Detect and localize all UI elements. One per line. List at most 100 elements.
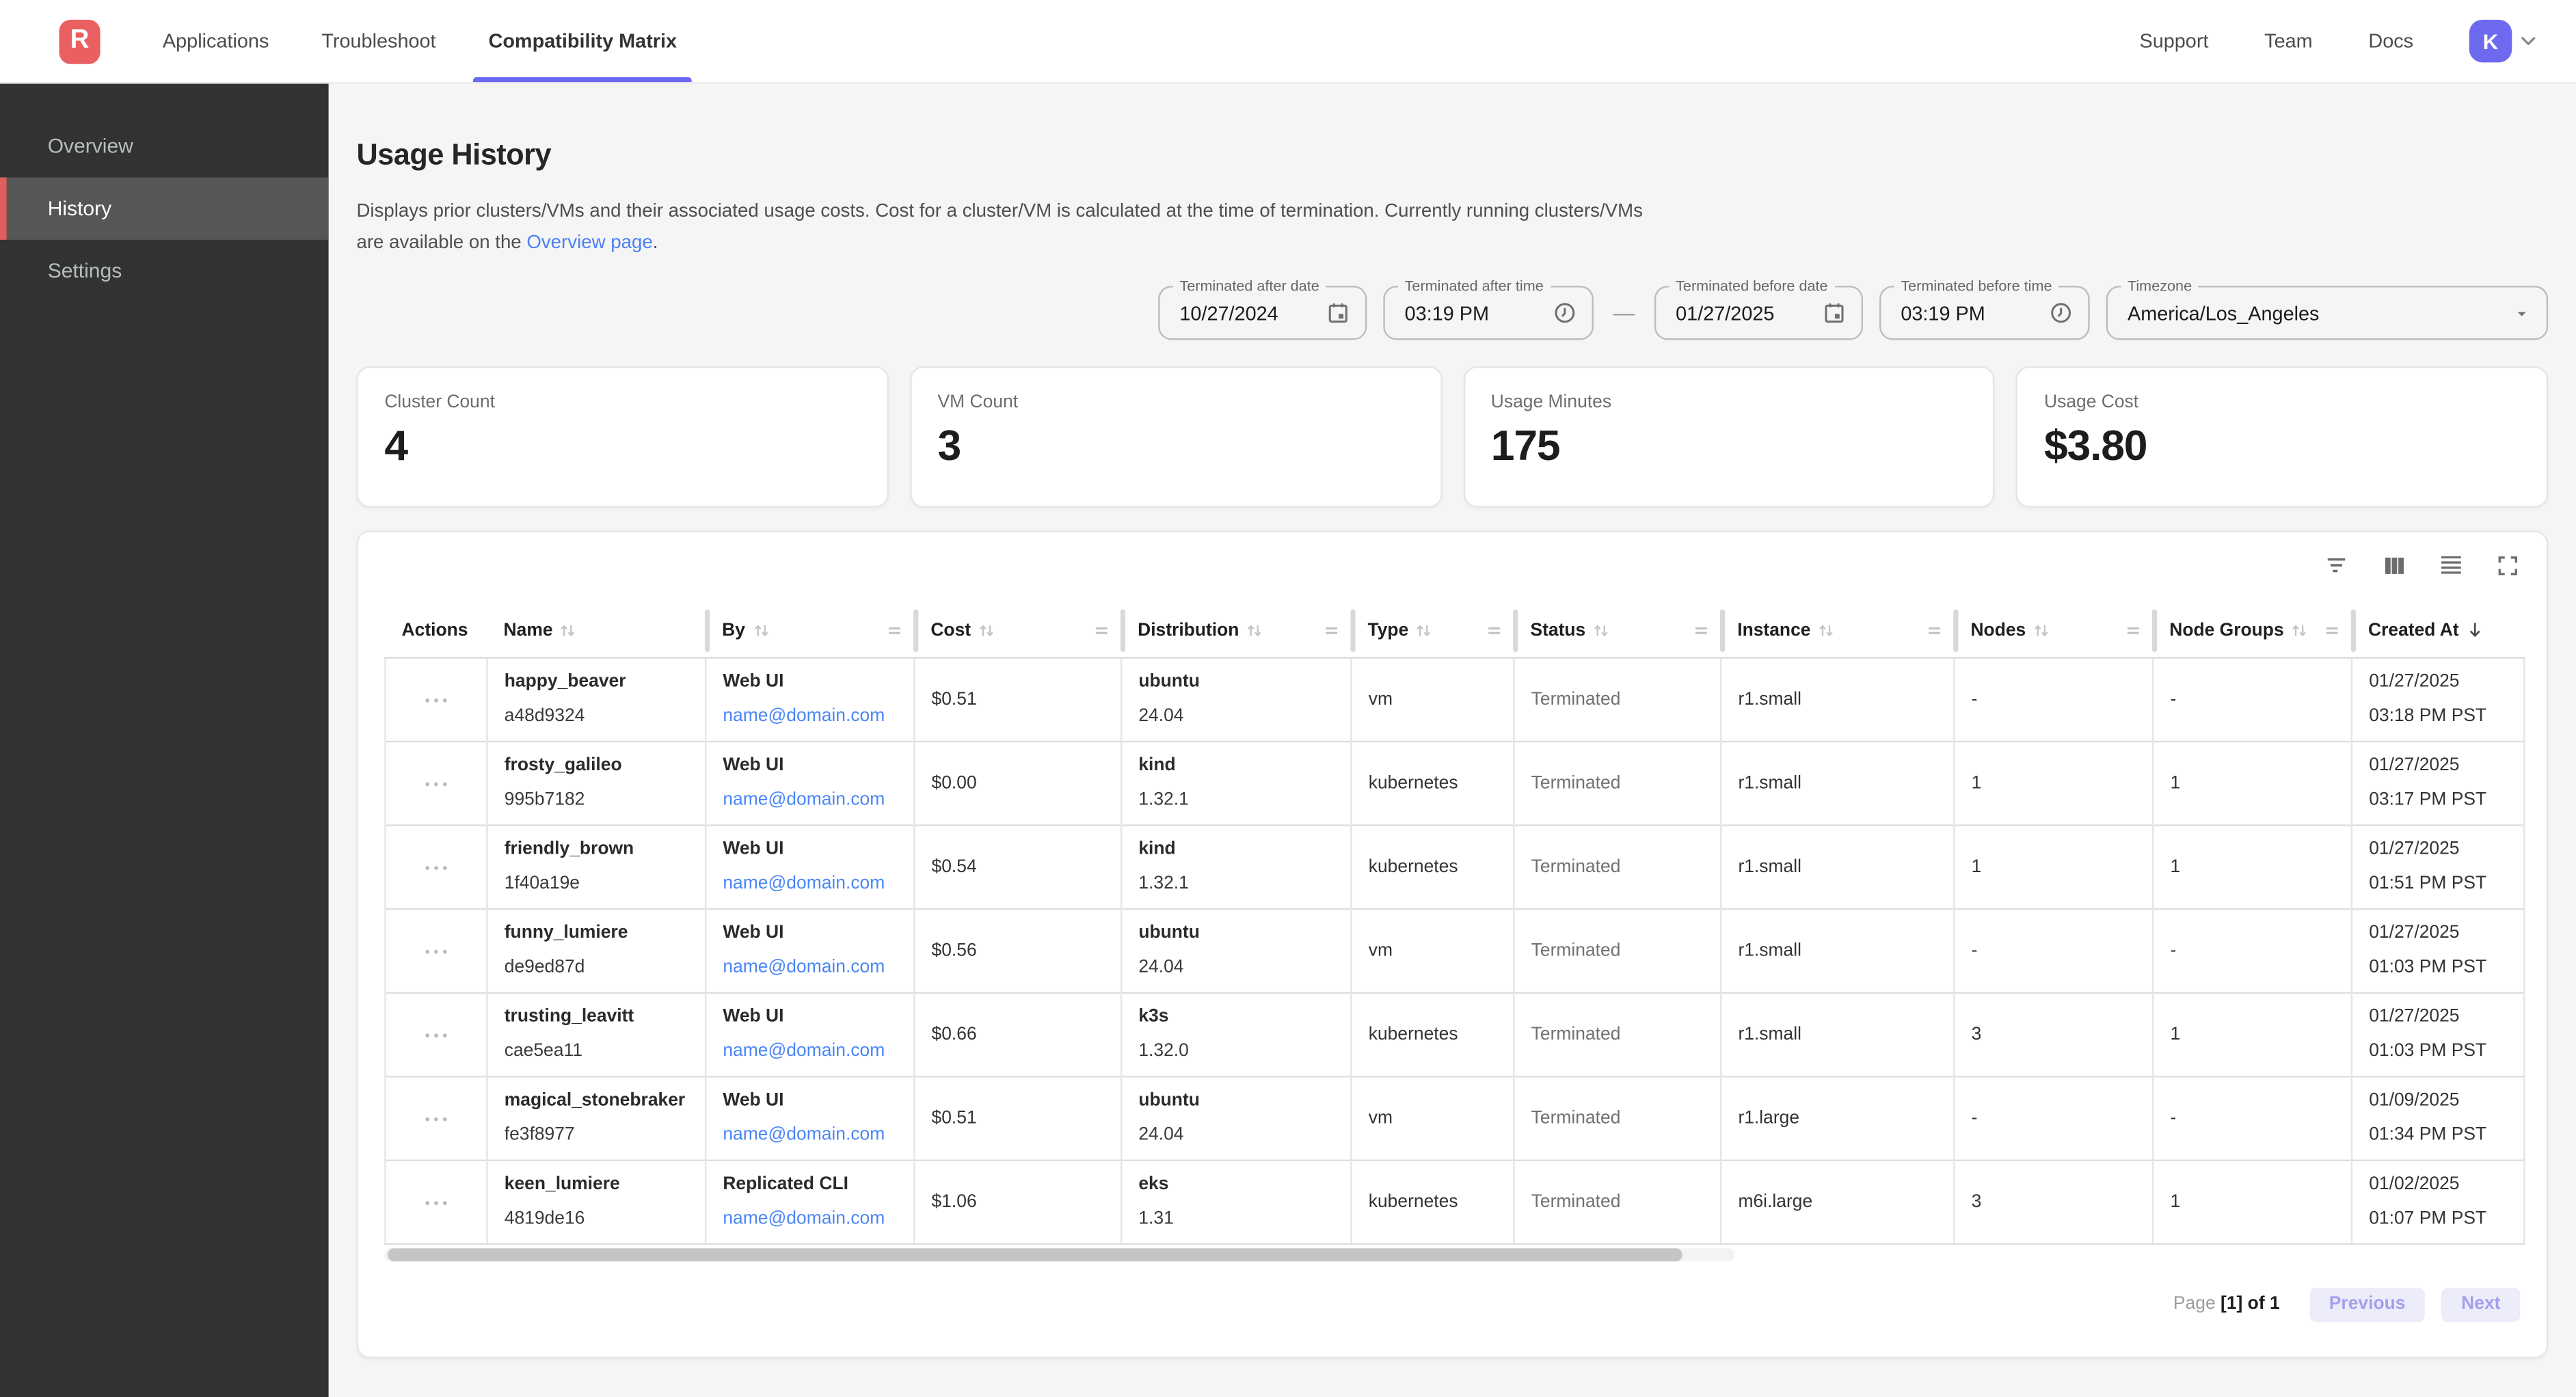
density-icon [2438,552,2464,586]
previous-page-button[interactable]: Previous [2309,1286,2426,1322]
cell-instance: m6i.large [1721,1158,1955,1245]
cell-by: Web UI name@domain.com [706,740,915,825]
cell-instance: r1.small [1721,824,1955,908]
created-by-email-link[interactable]: name@domain.com [723,705,885,725]
cluster-name: magical_stonebraker [504,1089,686,1110]
row-actions-button[interactable] [420,774,452,792]
row-actions-button[interactable] [420,858,452,876]
cell-nodes: - [1954,656,2154,741]
user-menu[interactable]: K [2469,19,2540,63]
created-by-email-link[interactable]: name@domain.com [723,956,885,977]
cell-created-at: 01/09/2025 01:34 PM PST [2351,1074,2525,1160]
cell-type: kubernetes [1351,991,1515,1076]
sidebar-item-history[interactable]: History [0,177,329,240]
column-resize-handle[interactable] [1924,622,1942,638]
cell-node-groups: 1 [2153,1158,2353,1245]
cell-instance: r1.small [1721,656,1955,741]
fullscreen-button[interactable] [2495,553,2520,586]
column-header-created-at[interactable]: Created At [2351,604,2525,658]
nav-tab-compatibility-matrix[interactable]: Compatibility Matrix [473,0,692,83]
column-resize-handle[interactable] [2123,622,2141,638]
row-actions-button[interactable] [420,942,452,960]
column-header-name[interactable]: Name [487,604,709,658]
column-resize-handle[interactable] [1092,622,1110,638]
column-header-type[interactable]: Type [1351,604,1518,658]
overview-page-link[interactable]: Overview page [526,233,653,254]
created-by-email-link[interactable]: name@domain.com [723,1208,885,1228]
row-actions-button[interactable] [420,1109,452,1127]
filter-button[interactable] [2323,551,2351,587]
column-header-cost[interactable]: Cost [914,604,1125,658]
horizontal-scrollbar-track [384,1247,1735,1261]
sidebar-item-settings[interactable]: Settings [47,259,122,283]
sort-icon [558,621,579,640]
pagination: Page [1] of 1 Previous Next [384,1286,2521,1322]
created-by-source: Web UI [723,1005,784,1026]
cell-type: vm [1351,907,1515,992]
created-date: 01/27/2025 [2369,922,2460,942]
column-resize-handle[interactable] [1691,622,1709,638]
table-row: keen_lumiere 4819de16 Replicated CLI name@d… [384,1158,2525,1245]
filter-field-label: Terminated after date [1172,275,1326,296]
top-navigation-bar: R Applications Troubleshoot Compatibility … [0,0,2576,84]
created-by-email-link[interactable]: name@domain.com [723,1040,885,1061]
filter-field-terminated-before-date[interactable]: Terminated before date 01/27/2025 [1654,275,1864,340]
column-header-distribution[interactable]: Distribution [1121,604,1355,658]
nav-tab-troubleshoot[interactable]: Troubleshoot [307,0,451,82]
column-resize-handle[interactable] [1321,622,1339,638]
cell-actions [384,824,488,908]
created-time: 03:17 PM PST [2369,789,2487,809]
nav-tab-label: Applications [162,29,269,53]
cell-status: Terminated [1514,907,1722,992]
filter-field-label: Timezone [2121,275,2199,296]
nav-link-support[interactable]: Support [2139,29,2209,53]
cell-by: Web UI name@domain.com [706,824,915,908]
column-header-node-groups[interactable]: Node Groups [2153,604,2355,658]
filter-field-terminated-after-date[interactable]: Terminated after date 10/27/2024 [1158,275,1367,340]
cell-distribution: ubuntu 24.04 [1121,1074,1352,1160]
nav-link-docs[interactable]: Docs [2368,29,2414,53]
cell-created-at: 01/27/2025 01:03 PM PST [2351,907,2525,992]
horizontal-scrollbar-thumb[interactable] [388,1247,1682,1261]
density-button[interactable] [2438,552,2464,586]
nav-link-team[interactable]: Team [2264,29,2313,53]
cell-distribution: eks 1.31 [1121,1158,1352,1245]
created-by-source: Web UI [723,670,784,691]
row-actions-button[interactable] [420,690,452,708]
cell-cost: $0.51 [914,1074,1123,1160]
columns-button[interactable] [2382,553,2406,586]
distribution-version: 1.31 [1138,1208,1174,1228]
created-time: 01:03 PM PST [2369,1040,2487,1061]
filter-field-terminated-after-time[interactable]: Terminated after time 03:19 PM [1383,275,1594,340]
next-page-button[interactable]: Next [2441,1286,2521,1322]
avatar[interactable]: K [2469,19,2512,63]
created-date: 01/02/2025 [2369,1173,2460,1193]
nav-tab-applications[interactable]: Applications [148,0,284,82]
cell-name: happy_beaver a48d9324 [487,656,707,741]
column-header-by[interactable]: By [706,604,918,658]
created-by-email-link[interactable]: name@domain.com [723,873,885,893]
filter-field-value: 03:19 PM [1901,301,1985,325]
cell-type: kubernetes [1351,740,1515,825]
column-resize-handle[interactable] [1484,622,1502,638]
column-resize-handle[interactable] [2322,622,2340,638]
column-header-instance[interactable]: Instance [1721,604,1958,658]
row-actions-button[interactable] [420,1026,452,1044]
cell-cost: $0.54 [914,824,1123,908]
filter-field-value: 10/27/2024 [1179,301,1278,325]
column-resize-handle[interactable] [885,622,902,638]
distribution-version: 24.04 [1138,956,1184,977]
timezone-select[interactable]: Timezone America/Los_Angeles [2106,275,2549,340]
cell-status: Terminated [1514,656,1722,741]
column-header-label: Nodes [1970,620,2026,640]
created-by-email-link[interactable]: name@domain.com [723,1124,885,1144]
filter-field-terminated-before-time[interactable]: Terminated before time 03:19 PM [1879,275,2090,340]
app-logo[interactable]: R [59,18,100,64]
sort-icon [976,621,997,640]
sidebar-item-overview[interactable]: Overview [47,135,133,158]
row-actions-button[interactable] [420,1193,452,1211]
stat-card-vm-count: VM Count 3 [909,366,1442,508]
column-header-nodes[interactable]: Nodes [1954,604,2157,658]
created-by-email-link[interactable]: name@domain.com [723,789,885,809]
column-header-status[interactable]: Status [1514,604,1725,658]
